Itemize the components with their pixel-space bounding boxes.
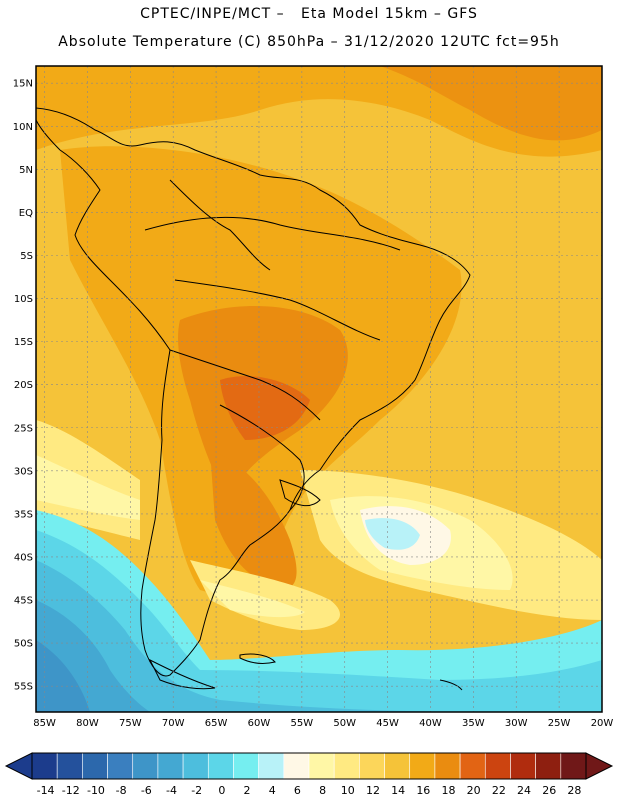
colorbar-label: -8 — [116, 784, 127, 797]
colorbar-label: 16 — [416, 784, 430, 797]
lat-tick-label: 30S — [14, 466, 33, 477]
colorbar-swatch — [384, 752, 411, 780]
colorbar-label: 24 — [517, 784, 531, 797]
colorbar-label: 18 — [442, 784, 456, 797]
colorbar-label: -6 — [141, 784, 152, 797]
lon-tick-label: 25W — [548, 718, 571, 729]
colorbar-label: 8 — [319, 784, 326, 797]
colorbar-swatch — [359, 752, 385, 780]
lon-tick-label: 45W — [376, 718, 399, 729]
colorbar-swatch — [82, 752, 108, 780]
lat-tick-label: 20S — [14, 380, 33, 391]
colorbar-label: 0 — [218, 784, 225, 797]
temperature-field — [36, 66, 602, 712]
title-line-2: Absolute Temperature (C) 850hPa – 31/12/… — [58, 34, 560, 50]
colorbar-swatch — [484, 752, 511, 780]
latitude-labels: 15N 10N 5N EQ 5S 10S 15S 20S 25S 30S 35S 40S 45S 50S 5… — [13, 79, 33, 693]
colorbar-swatch — [434, 752, 461, 780]
lon-tick-label: 30W — [505, 718, 528, 729]
colorbar-label: 10 — [341, 784, 355, 797]
lat-tick-label: 15S — [14, 337, 33, 348]
colorbar-label: 4 — [269, 784, 276, 797]
lon-tick-label: 75W — [119, 718, 142, 729]
longitude-labels: 85W 80W 75W 70W 65W 60W 55W 50W 45W 40W 35W 30W 25W 2… — [33, 718, 613, 729]
lat-tick-label: 35S — [14, 509, 33, 520]
colorbar-swatch — [510, 752, 536, 780]
lat-tick-label: 25S — [14, 423, 33, 434]
colorbar-swatch — [283, 752, 310, 780]
colorbar-swatch — [560, 752, 587, 780]
colorbar-swatch — [333, 752, 360, 780]
colorbar-label: 28 — [567, 784, 581, 797]
colorbar-swatch — [233, 752, 259, 780]
lon-tick-label: 85W — [33, 718, 56, 729]
lat-tick-label: 40S — [14, 552, 33, 563]
colorbar-outline — [31, 752, 587, 780]
colorbar-left-arrow — [4, 752, 33, 780]
color-scale-bar: -14 -12 -10 -8 -6 -4 -2 0 2 4 6 8 10 12 14 16 18 20 22 24 26… — [4, 752, 614, 797]
colorbar-swatch — [182, 752, 209, 780]
colorbar-swatch — [308, 752, 335, 780]
lat-tick-label: 15N — [13, 79, 33, 90]
lat-tick-label: 10S — [14, 294, 33, 305]
colorbar-label: 22 — [492, 784, 506, 797]
colorbar-swatch — [207, 752, 234, 780]
colorbar-swatch — [535, 752, 562, 780]
lon-tick-label: 50W — [333, 718, 356, 729]
lat-tick-label: 5S — [20, 251, 33, 262]
lon-tick-label: 60W — [248, 718, 271, 729]
lat-tick-label: 55S — [14, 682, 33, 693]
lat-tick-label: 45S — [14, 596, 33, 607]
colorbar-label: 6 — [294, 784, 301, 797]
lon-tick-label: 35W — [462, 718, 485, 729]
colorbar-label: -10 — [87, 784, 105, 797]
colorbar-swatch — [409, 752, 436, 780]
colorbar-label: -14 — [37, 784, 55, 797]
lon-tick-label: 40W — [419, 718, 442, 729]
colorbar-label: 26 — [542, 784, 556, 797]
colorbar-swatch — [258, 752, 285, 780]
colorbar-label: 14 — [391, 784, 405, 797]
lon-tick-label: 55W — [291, 718, 314, 729]
lat-tick-label: 50S — [14, 639, 33, 650]
colorbar-label: 12 — [366, 784, 380, 797]
lon-tick-label: 80W — [76, 718, 99, 729]
lat-tick-label: 5N — [19, 165, 33, 176]
coastline-outline — [36, 107, 471, 691]
colorbar-label: 20 — [467, 784, 481, 797]
colorbar-swatch — [31, 752, 58, 780]
title-line-1: CPTEC/INPE/MCT – Eta Model 15km – GFS — [140, 6, 478, 22]
lon-tick-label: 65W — [205, 718, 228, 729]
map-frame — [35, 65, 603, 713]
colorbar-label: -12 — [62, 784, 80, 797]
lon-tick-label: 20W — [591, 718, 614, 729]
lat-tick-label: 10N — [13, 122, 33, 133]
colorbar-label: -4 — [166, 784, 177, 797]
colorbar-swatch — [107, 752, 134, 780]
colorbar-label: 2 — [244, 784, 251, 797]
colorbar-right-arrow — [585, 752, 614, 780]
colorbar-swatch — [132, 752, 159, 780]
lat-tick-label: EQ — [19, 208, 33, 219]
lon-tick-label: 70W — [162, 718, 185, 729]
colorbar-swatch — [56, 752, 83, 780]
colorbar-swatch — [459, 752, 486, 780]
colorbar-label: -2 — [191, 784, 202, 797]
lat-lon-grid — [36, 66, 603, 712]
colorbar-swatch — [157, 752, 184, 780]
